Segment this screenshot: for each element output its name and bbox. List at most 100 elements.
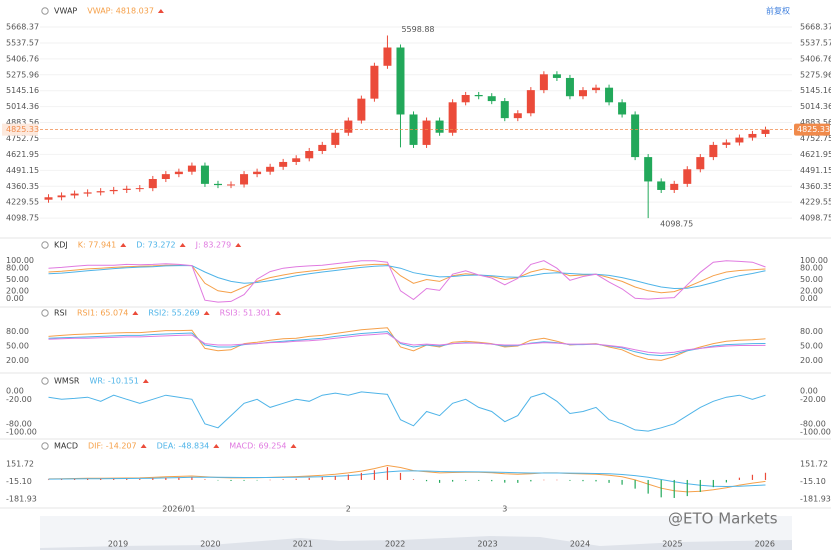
y-tick-label-right: 20.00 (800, 286, 823, 295)
adjust-button[interactable]: 前复权 (766, 6, 790, 16)
candle-body (526, 90, 535, 114)
y-tick-label-right: 50.00 (800, 342, 823, 351)
candle-body (552, 74, 561, 78)
year-label: 2019 (108, 540, 128, 549)
candle-body (396, 47, 405, 115)
candle-body (761, 129, 770, 134)
candle-body (292, 158, 301, 162)
macd-bar (256, 479, 258, 481)
legend-entry: VWAP: 4818.037 (87, 7, 154, 16)
y-tick-label-right: 4098.75 (800, 214, 831, 223)
y-tick-label-right: 80.00 (800, 264, 823, 273)
year-label: 2022 (385, 540, 405, 549)
y-tick-label-right: 4621.95 (800, 150, 831, 159)
y-tick-label: -80.00 (6, 419, 32, 428)
y-tick-label-right: 4883.56 (800, 118, 831, 127)
macd-bar (751, 474, 754, 480)
y-tick-label-right: 4229.55 (800, 198, 831, 207)
indicator-line (48, 391, 766, 432)
legend-arrow (213, 444, 220, 448)
legend-entry: RSI2: 55.269 (148, 309, 199, 318)
y-tick-label: 151.72 (6, 460, 34, 469)
candle-body (735, 137, 744, 143)
candle-body (487, 96, 496, 102)
indicator-line (48, 331, 766, 357)
macd-bar (686, 479, 688, 497)
y-tick-label: 5145.16 (6, 86, 39, 95)
macd-bar (139, 478, 141, 480)
legend-arrow (274, 311, 281, 315)
candle-body (605, 87, 614, 103)
legend-entry: K: 77.941 (78, 241, 116, 250)
y-tick-label: 4491.15 (6, 166, 39, 175)
legend-entry: RSI3: 51.301 (220, 309, 271, 318)
y-tick-label: 20.00 (6, 356, 29, 365)
year-label: 2026 (755, 540, 775, 549)
y-tick-label-right: 20.00 (800, 356, 823, 365)
y-tick-label-right: -20.00 (800, 395, 826, 404)
y-tick-label: 4360.35 (6, 182, 39, 191)
y-tick-label: 4229.55 (6, 198, 39, 207)
settings-icon (41, 377, 49, 385)
macd-bar (530, 479, 532, 482)
candle-body (474, 94, 483, 97)
candle-body (657, 181, 666, 190)
candle-body (539, 74, 548, 91)
candle-body (161, 174, 170, 179)
macd-bar (152, 478, 154, 480)
macd-bar (60, 479, 63, 480)
macd-bar (556, 479, 558, 481)
panel-title: VWAP (54, 7, 77, 16)
candle-body (578, 90, 587, 97)
panel-title: MACD (54, 442, 78, 451)
macd-bar (178, 477, 180, 480)
macd-bar (204, 479, 206, 480)
y-tick-label: 0.00 (6, 294, 24, 303)
macd-bar (386, 467, 389, 480)
macd-bar (399, 472, 402, 480)
candle-body (709, 144, 718, 158)
y-tick-label: 4883.56 (6, 118, 39, 127)
macd-bar (412, 479, 415, 480)
y-tick-label: 5668.37 (6, 23, 39, 32)
macd-bar (113, 478, 115, 480)
macd-bar (347, 474, 349, 480)
candle-body (435, 120, 444, 133)
macd-bar (295, 478, 297, 480)
y-tick-label-right: 100.00 (800, 256, 828, 265)
macd-bar (126, 478, 128, 480)
y-tick-label: 4098.75 (6, 214, 39, 223)
candle-body (266, 166, 275, 172)
macd-bar (282, 479, 284, 480)
candle-body (318, 144, 327, 151)
macd-bar (608, 479, 610, 483)
year-label: 2020 (200, 540, 220, 549)
candle-body (187, 165, 196, 172)
macd-bar (504, 479, 506, 483)
y-tick-label-right: 4491.15 (800, 166, 831, 175)
panel-title: KDJ (54, 241, 68, 250)
y-tick-label-right: 5014.36 (800, 102, 831, 111)
legend-entry: WR: -10.151 (89, 377, 138, 386)
panel-title: RSI (54, 309, 67, 318)
legend-arrow (157, 9, 164, 13)
x-tick-label: 3 (502, 505, 507, 514)
macd-bar (269, 479, 271, 481)
macd-bar (438, 479, 441, 483)
candle-body (344, 120, 353, 133)
candle-body (57, 195, 66, 198)
candle-body (513, 113, 522, 119)
macd-bar (73, 479, 76, 480)
settings-icon (41, 309, 49, 317)
indicator-line (48, 327, 766, 361)
indicator-line (48, 263, 766, 294)
macd-bar (308, 477, 310, 480)
max-annotation: 5598.88 (401, 25, 434, 34)
macd-bar (582, 479, 584, 482)
candle-body (565, 77, 574, 97)
legend-arrow (120, 243, 127, 247)
y-tick-label-right: 4752.75 (800, 134, 831, 143)
y-tick-label: 5406.76 (6, 54, 39, 63)
macd-bar (191, 477, 193, 480)
legend-entry: D: 73.272 (136, 241, 175, 250)
